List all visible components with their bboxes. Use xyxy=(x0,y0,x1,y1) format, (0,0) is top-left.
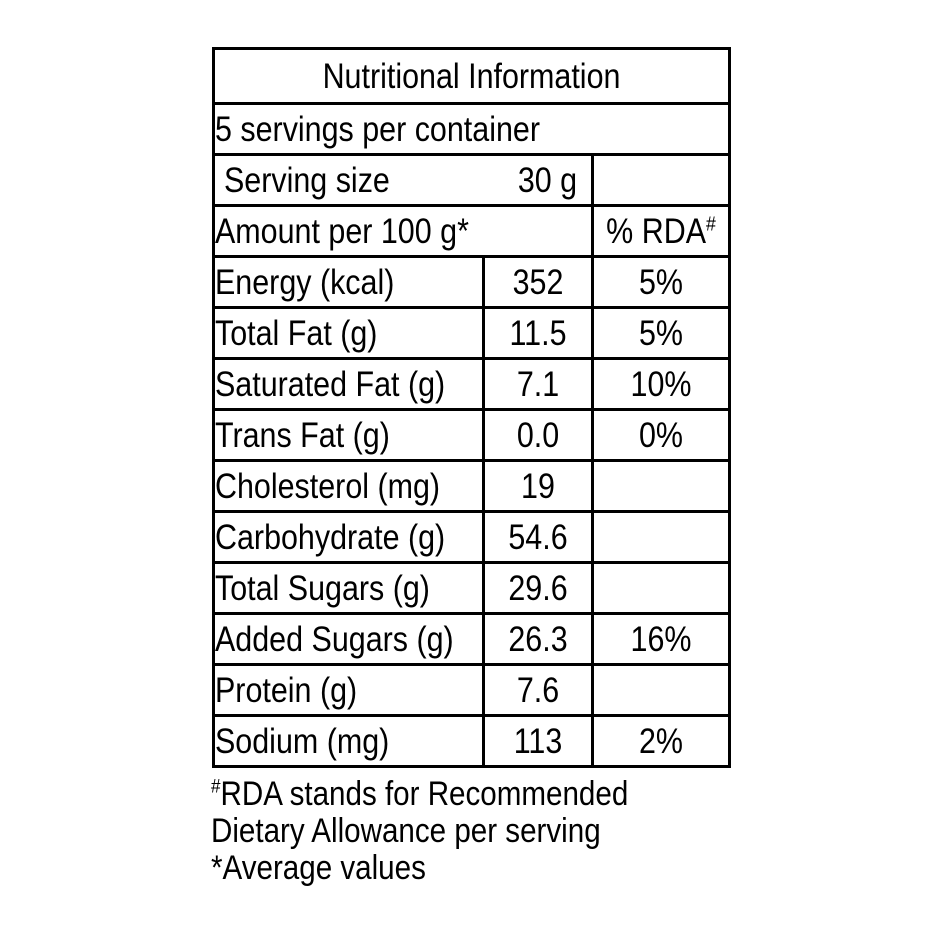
nutrient-value-text: 29.6 xyxy=(508,568,568,608)
nutrient-value: 19 xyxy=(482,459,594,513)
rda-header-text: % RDA xyxy=(606,211,707,251)
nutrient-label-text: Added Sugars (g) xyxy=(215,619,454,659)
nutrient-label: Sodium (mg) xyxy=(212,714,485,768)
nutrient-label: Total Fat (g) xyxy=(212,306,485,360)
footnote-rda-text: RDA stands for Recommended xyxy=(220,775,629,813)
nutrient-label-text: Protein (g) xyxy=(215,670,358,710)
table-title: Nutritional Information xyxy=(322,56,621,96)
nutrient-label: Cholesterol (mg) xyxy=(212,459,485,513)
nutrient-value: 54.6 xyxy=(482,510,594,564)
nutrient-value: 352 xyxy=(482,255,594,309)
nutrient-row-protein: Protein (g) 7.6 xyxy=(212,663,732,717)
footnote-rda-cont: Dietary Allowance per serving xyxy=(211,812,601,850)
footnote-rda-sup: # xyxy=(211,775,221,798)
nutrient-rda: 16% xyxy=(590,612,732,666)
nutrient-label-text: Carbohydrate (g) xyxy=(215,517,446,557)
nutrient-label-text: Saturated Fat (g) xyxy=(215,364,446,404)
amount-header-cell: Amount per 100 g* xyxy=(212,204,594,258)
nutrient-value-text: 7.1 xyxy=(516,364,560,404)
serving-size-cell: Serving size 30 g xyxy=(212,153,594,207)
footnotes: #RDA stands for Recommended Dietary Allo… xyxy=(211,776,751,887)
nutrient-row-added-sugars: Added Sugars (g) 26.3 16% xyxy=(212,612,732,666)
nutrient-rda: 10% xyxy=(590,357,732,411)
nutrient-rda: 0% xyxy=(590,408,732,462)
nutrient-value-text: 54.6 xyxy=(508,517,568,557)
nutrient-label: Total Sugars (g) xyxy=(212,561,485,615)
nutrient-row-saturated-fat: Saturated Fat (g) 7.1 10% xyxy=(212,357,732,411)
nutrient-value-text: 19 xyxy=(521,466,555,506)
nutrient-value: 0.0 xyxy=(482,408,594,462)
nutrient-label-text: Cholesterol (mg) xyxy=(215,466,441,506)
nutrient-label: Added Sugars (g) xyxy=(212,612,485,666)
nutrient-rda xyxy=(590,663,732,717)
nutrient-rda-text: 0% xyxy=(638,415,684,455)
nutrient-value: 7.1 xyxy=(482,357,594,411)
nutrient-value: 26.3 xyxy=(482,612,594,666)
serving-size-label: Serving size xyxy=(224,160,390,200)
nutrient-value-text: 26.3 xyxy=(508,619,568,659)
servings-row: 5 servings per container xyxy=(211,102,732,156)
nutrient-label-text: Trans Fat (g) xyxy=(215,415,390,455)
footnote-rda: #RDA stands for Recommended xyxy=(211,776,751,813)
nutrient-value-text: 11.5 xyxy=(509,313,567,353)
nutrient-value-text: 352 xyxy=(512,262,564,302)
nutrient-value: 11.5 xyxy=(482,306,594,360)
nutrient-label-text: Total Fat (g) xyxy=(215,313,378,353)
title-row: Nutritional Information xyxy=(211,47,732,105)
nutrient-value-text: 113 xyxy=(513,721,563,761)
nutrient-label: Saturated Fat (g) xyxy=(212,357,485,411)
nutrient-label: Trans Fat (g) xyxy=(212,408,485,462)
nutrient-value: 7.6 xyxy=(482,663,594,717)
nutrient-value: 29.6 xyxy=(482,561,594,615)
nutrient-value-text: 7.6 xyxy=(516,670,560,710)
nutrient-rda: 5% xyxy=(590,255,732,309)
nutrient-rda xyxy=(590,459,732,513)
nutrient-rda xyxy=(590,561,732,615)
serving-size-empty-cell xyxy=(590,153,732,207)
nutrient-row-total-sugars: Total Sugars (g) 29.6 xyxy=(212,561,732,615)
header-row: Amount per 100 g* % RDA# xyxy=(212,204,732,258)
footnote-average-values: *Average values xyxy=(211,849,426,887)
serving-size-row: Serving size 30 g xyxy=(212,153,732,207)
nutrient-label-text: Sodium (mg) xyxy=(215,721,390,761)
servings-cell: 5 servings per container xyxy=(211,102,732,156)
servings-text: 5 servings per container xyxy=(215,109,540,149)
nutrient-value-text: 0.0 xyxy=(516,415,560,455)
nutrient-row-trans-fat: Trans Fat (g) 0.0 0% xyxy=(212,408,732,462)
nutrient-label-text: Total Sugars (g) xyxy=(215,568,430,608)
nutrition-table: Nutritional Information 5 servings per c… xyxy=(211,47,732,768)
nutrient-value: 113 xyxy=(482,714,594,768)
nutrient-rda-text: 16% xyxy=(630,619,692,659)
nutrient-row-cholesterol: Cholesterol (mg) 19 xyxy=(212,459,732,513)
serving-size-value: 30 g xyxy=(517,160,577,200)
rda-header: % RDA# xyxy=(603,214,720,249)
nutrient-rda: 5% xyxy=(590,306,732,360)
table-title-cell: Nutritional Information xyxy=(211,47,732,105)
amount-header: Amount per 100 g* xyxy=(215,211,469,251)
nutrient-rda xyxy=(590,510,732,564)
nutrient-label-text: Energy (kcal) xyxy=(215,262,395,302)
nutrient-rda-text: 10% xyxy=(630,364,692,404)
nutrient-row-energy: Energy (kcal) 352 5% xyxy=(212,255,732,309)
nutrient-label: Energy (kcal) xyxy=(212,255,485,309)
rda-header-cell: % RDA# xyxy=(590,204,732,258)
nutrient-label: Protein (g) xyxy=(212,663,485,717)
nutrient-label: Carbohydrate (g) xyxy=(212,510,485,564)
nutrient-rda-text: 2% xyxy=(638,721,684,761)
nutrient-rda: 2% xyxy=(590,714,732,768)
nutrient-rda-text: 5% xyxy=(638,262,684,302)
nutrient-row-sodium: Sodium (mg) 113 2% xyxy=(212,714,732,768)
nutrient-rda-text: 5% xyxy=(638,313,684,353)
nutrient-row-total-fat: Total Fat (g) 11.5 5% xyxy=(212,306,732,360)
nutrient-row-carbohydrate: Carbohydrate (g) 54.6 xyxy=(212,510,732,564)
rda-header-sup: # xyxy=(706,212,716,235)
